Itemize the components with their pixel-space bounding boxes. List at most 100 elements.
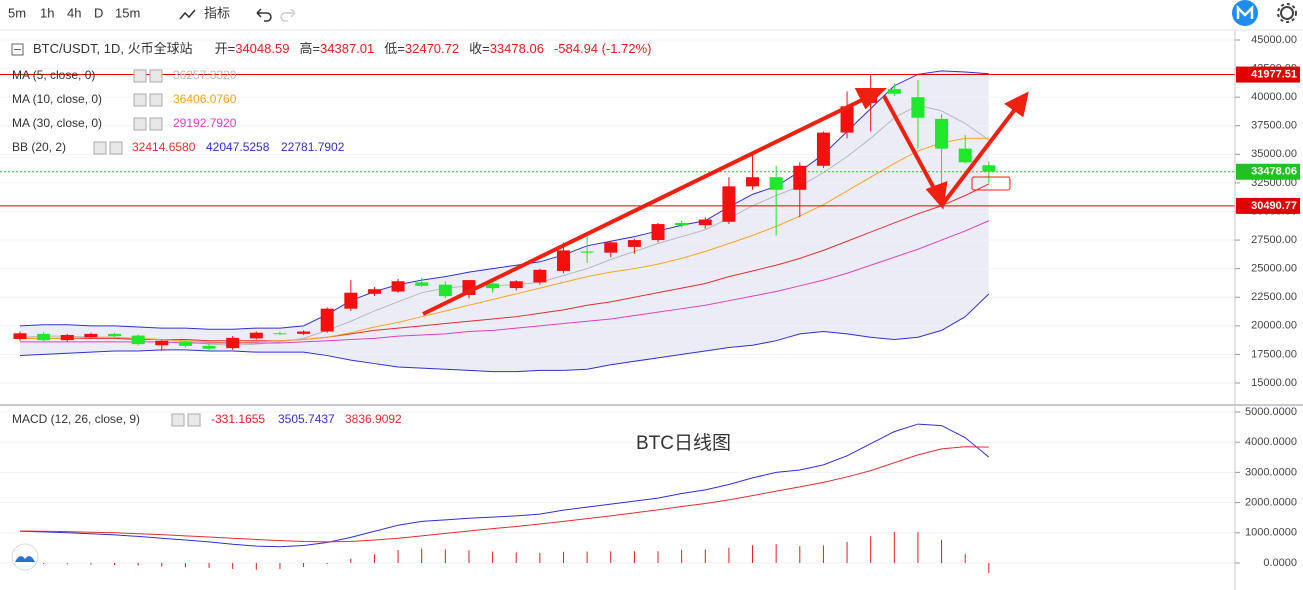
- macd-hist-bar: [421, 548, 423, 563]
- settings-icon[interactable]: [1280, 6, 1294, 20]
- macd-hist-bar: [752, 545, 754, 563]
- indicator-name: MA (30, close, 0): [12, 116, 102, 130]
- macd-hist-bar: [492, 551, 494, 563]
- indicator-value: 29192.7920: [173, 116, 237, 130]
- macd-hist-bar: [610, 551, 612, 563]
- eye-icon[interactable]: [133, 93, 147, 107]
- macd-hist-bar: [799, 546, 801, 563]
- candle-body: [60, 334, 74, 341]
- indicator-button[interactable]: 指标: [204, 5, 230, 20]
- indicator-value: 32414.6580: [132, 140, 196, 154]
- legend-item: BTC/USDT, 1D, 火币全球站: [33, 41, 193, 56]
- macd-hist-bar: [279, 563, 281, 570]
- macd-hist-bar: [326, 563, 328, 564]
- macd-hist-bar: [964, 553, 966, 563]
- candle-body: [178, 341, 192, 346]
- candle-body: [391, 281, 405, 292]
- candle-body: [415, 282, 429, 286]
- macd-hist-bar: [515, 552, 517, 563]
- settings-icon-teeth[interactable]: [1277, 3, 1297, 23]
- ma-line: [20, 137, 989, 344]
- macd-tick-label: 2000.0000: [1245, 497, 1297, 509]
- legend-item: 34387.01: [320, 41, 374, 56]
- eye-icon[interactable]: [93, 141, 107, 155]
- macd-hist-bar: [90, 563, 92, 565]
- logo-watermark: [11, 543, 39, 571]
- y-tick-label: 40000.00: [1251, 91, 1297, 103]
- candle-body: [675, 222, 689, 226]
- candle-body: [840, 106, 854, 133]
- interval-button[interactable]: D: [94, 5, 103, 20]
- y-tick-label: 17500.00: [1251, 348, 1297, 360]
- arrow-line: [422, 96, 867, 316]
- candle-body: [13, 333, 27, 339]
- candle-body: [486, 283, 500, 289]
- candle-body: [509, 281, 523, 289]
- bb-basis: [20, 183, 990, 342]
- remove-icon[interactable]: [149, 93, 163, 107]
- macd-hist-bar: [562, 551, 564, 563]
- candle-body: [108, 333, 122, 337]
- macd-hist-bar: [728, 547, 730, 563]
- macd-hist-bar: [114, 563, 116, 566]
- logo[interactable]: [1232, 0, 1258, 26]
- y-tick-label: 20000.00: [1251, 320, 1297, 332]
- candle-body: [131, 335, 145, 345]
- annotation: BTC日线图: [636, 432, 731, 454]
- candle-body: [533, 269, 547, 283]
- candle-body: [249, 332, 263, 339]
- indicator-icon[interactable]: [179, 9, 196, 20]
- interval-button[interactable]: 15m: [115, 5, 140, 20]
- legend-item: 高=: [299, 41, 320, 56]
- macd-hist-bar: [43, 563, 45, 564]
- macd-hist-bar: [539, 553, 541, 563]
- eye-icon[interactable]: [171, 413, 185, 427]
- y-tick-label: 22500.00: [1251, 291, 1297, 303]
- legend-item: 34048.59: [235, 41, 289, 56]
- arrow-head: [854, 88, 887, 110]
- arrow-head: [1004, 91, 1029, 118]
- undo-icon[interactable]: [256, 8, 272, 22]
- remove-icon[interactable]: [149, 117, 163, 131]
- macd-hist-bar: [657, 551, 659, 563]
- candle-body: [344, 292, 358, 309]
- macd-tick-label: 3000.0000: [1245, 466, 1297, 478]
- macd-hist-bar: [704, 549, 706, 563]
- legend-item: 低=: [384, 41, 405, 56]
- remove-icon[interactable]: [109, 141, 123, 155]
- indicator-value: 22781.7902: [281, 140, 345, 154]
- macd-hist-bar: [303, 563, 305, 567]
- indicator-name: BB (20, 2): [12, 140, 66, 154]
- macd-hist-bar: [822, 545, 824, 563]
- candle-body: [793, 165, 807, 190]
- toolbar-icons[interactable]: [179, 0, 1297, 26]
- candle-body: [226, 337, 240, 349]
- drawn-arrows: [422, 88, 1029, 316]
- macd-hist-bar: [870, 536, 872, 563]
- price-label: 33478.06: [1251, 166, 1297, 178]
- interval-button[interactable]: 4h: [67, 5, 81, 20]
- remove-icon[interactable]: [187, 413, 201, 427]
- arrow-line: [882, 95, 938, 193]
- eye-icon[interactable]: [133, 69, 147, 83]
- macd-hist-bar: [161, 563, 163, 567]
- candle-body: [604, 242, 618, 253]
- bb-lower: [19, 293, 990, 373]
- indicator-value: -331.1655: [211, 412, 265, 426]
- candle-body: [155, 340, 169, 346]
- candle-body: [556, 250, 570, 271]
- remove-icon[interactable]: [149, 69, 163, 83]
- interval-button[interactable]: 5m: [8, 5, 26, 20]
- candle-body: [651, 224, 665, 241]
- candle-body: [769, 177, 783, 190]
- macd-hist-bar: [184, 563, 186, 568]
- macd-hist-bar: [846, 541, 848, 563]
- collapse-icon[interactable]: [11, 43, 24, 56]
- eye-icon[interactable]: [133, 117, 147, 131]
- interval-button[interactable]: 1h: [40, 5, 54, 20]
- watermark-circle: [11, 543, 39, 571]
- redo-icon[interactable]: [280, 8, 296, 22]
- signal-line: [19, 446, 989, 543]
- y-tick-label: 25000.00: [1251, 263, 1297, 275]
- macd-hist-bar: [681, 550, 683, 563]
